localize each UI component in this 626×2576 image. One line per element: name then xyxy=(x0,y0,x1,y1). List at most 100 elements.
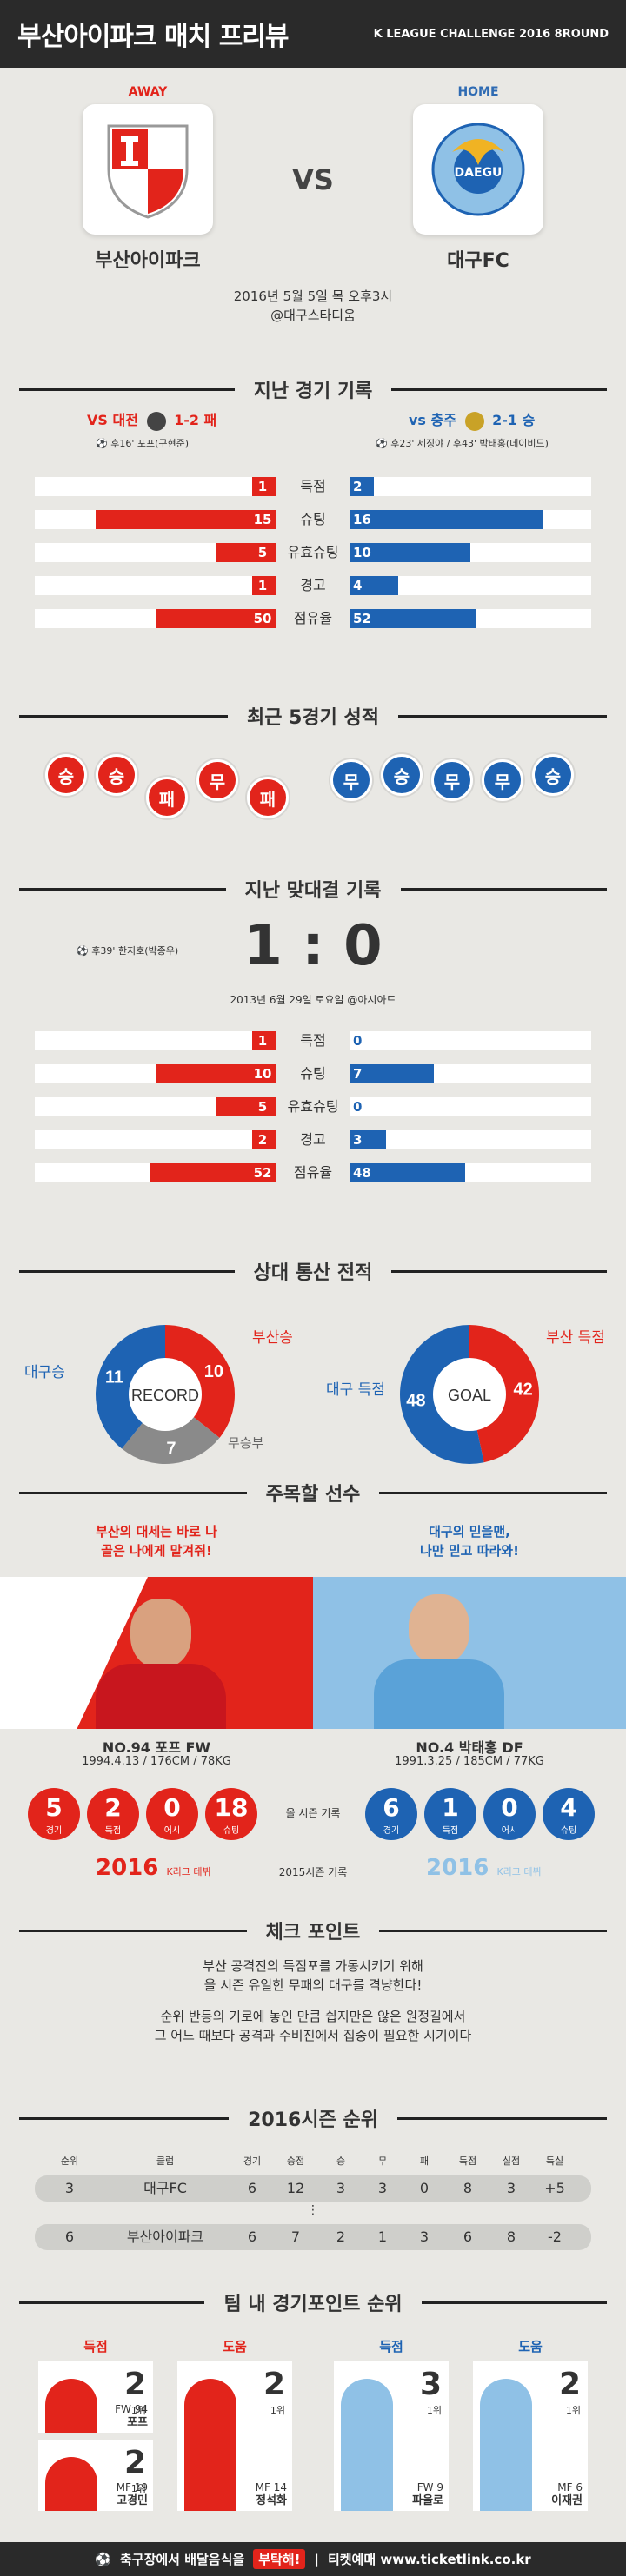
record-daegu-label: 대구승 xyxy=(24,1364,65,1381)
team-points-card: 2 1위 MF 19 고경민 xyxy=(38,2440,153,2511)
stat-left-value: 10 xyxy=(253,1066,272,1082)
stat-label: 경고 xyxy=(300,1131,326,1148)
donut-value: 48 xyxy=(406,1391,425,1410)
standings-row: 3 대구FC 6 12 3 3 0 8 3 +5 xyxy=(35,2175,591,2202)
points-rank: 1위 xyxy=(130,2483,146,2494)
right-last-scorer: ⚽ 후23' 세징야 / 후43' 박태홍(데이비드) xyxy=(376,438,549,449)
stat-right-value: 10 xyxy=(353,545,371,560)
page-title: 부산아이파크 매치 프리뷰 xyxy=(17,22,289,52)
stat-left-value: 5 xyxy=(257,1099,268,1115)
points-number: 2 xyxy=(263,2367,285,2402)
player-stat-circle: 2 득점 xyxy=(87,1788,139,1840)
stat-right-track xyxy=(350,1031,591,1050)
team-points-category: 득점 xyxy=(379,2339,403,2354)
stat-left-value: 5 xyxy=(257,545,268,560)
standings-header: 순위 클럽 경기 승점 승 무 패 득점 실점 득실 xyxy=(0,2153,626,2170)
section-players: 주목할 선수 xyxy=(0,1475,626,1510)
stat-left-track xyxy=(35,576,276,595)
section-overall: 상대 통산 전적 xyxy=(0,1254,626,1288)
points-rank: 1위 xyxy=(426,2405,442,2416)
player-stat-circle: 6 경기 xyxy=(365,1788,417,1840)
points-number: 3 xyxy=(419,2367,442,2402)
footer-separator: | xyxy=(314,2551,319,2567)
right-player-photo xyxy=(313,1577,626,1729)
record-draw-label: 무승부 xyxy=(228,1435,264,1451)
points-number: 2 xyxy=(123,2445,146,2480)
standings-col-header: 실점 xyxy=(502,2155,521,2167)
standings-cell: 1 xyxy=(377,2228,388,2245)
stat-row: 5 유효슈팅 0 xyxy=(0,1095,626,1117)
away-team: AWAY 부산아이파크 xyxy=(61,85,235,273)
record-center-label: RECORD xyxy=(131,1387,199,1404)
player-stat-circle: 5 경기 xyxy=(28,1788,80,1840)
card-position: FW 94 xyxy=(115,2403,148,2415)
right-debut-year: 2016 K리그 데뷔 xyxy=(426,1855,542,1881)
section-check: 체크 포인트 xyxy=(0,1913,626,1948)
match-info: 2016년 5월 5일 목 오후3시 @대구스타디움 xyxy=(0,287,626,325)
season-label: 올 시즌 기록 xyxy=(285,1807,341,1819)
stat-row: 1 경고 4 xyxy=(0,573,626,596)
stat-right-track xyxy=(350,576,591,595)
teams-section: AWAY 부산아이파크 VS HOME DAEGU xyxy=(0,68,626,346)
standings-col-header: 클럽 xyxy=(156,2155,175,2167)
card-player-name: 고경민 xyxy=(117,2494,148,2507)
ball-icon: ⚽ xyxy=(376,438,388,449)
vs-label: VS xyxy=(292,163,334,196)
standings-col-header: 패 xyxy=(419,2155,430,2167)
standings-cell: 8 xyxy=(463,2180,473,2196)
standings-cell: 6 xyxy=(463,2228,473,2245)
left-player-name: NO.94 포프 FW xyxy=(102,1739,211,1756)
stat-right-value: 52 xyxy=(353,611,371,626)
footer-bar: ⚽ 축구장에서 배달음식을 부탁해! | 티켓예매 www.ticketlink… xyxy=(0,2542,626,2576)
stat-right-value: 2 xyxy=(353,479,363,494)
standings-cell: 부산아이파크 xyxy=(126,2228,204,2245)
stat-right-track xyxy=(350,1097,591,1116)
card-position: MF 14 xyxy=(255,2481,287,2493)
stat-right-bar xyxy=(350,1064,435,1083)
standings-col-header: 무 xyxy=(377,2155,388,2167)
card-player-name: 이재권 xyxy=(551,2494,583,2507)
standings-col-header: 승점 xyxy=(286,2155,305,2167)
player-stat-circle: 0 어시 xyxy=(146,1788,198,1840)
svg-text:DAEGU: DAEGU xyxy=(455,166,503,180)
ball-icon: ⚽ xyxy=(96,438,108,449)
result-badge: 무 xyxy=(330,759,372,801)
footer-brand: 부탁해! xyxy=(253,2549,306,2569)
stat-left-value: 50 xyxy=(253,611,272,626)
stat-left-bar xyxy=(216,1097,276,1116)
stat-left-track xyxy=(35,477,276,496)
points-rank: 1위 xyxy=(130,2405,146,2416)
result-badge: 패 xyxy=(247,777,289,818)
stat-row: 50 점유율 52 xyxy=(0,606,626,629)
standings-cell: +5 xyxy=(544,2180,565,2196)
record-donut: 10 7 11 RECORD xyxy=(95,1325,235,1464)
left-debut-year: 2016 K리그 데뷔 xyxy=(96,1855,211,1881)
stat-left-track xyxy=(35,1130,276,1149)
h2h-scorer: ⚽ 후39' 한지호(박종우) xyxy=(77,945,179,957)
stat-right-bar xyxy=(350,609,476,628)
standings-ellipsis: ⋮ xyxy=(307,2203,319,2217)
standings-cell: 3 xyxy=(336,2180,346,2196)
stat-right-bar xyxy=(350,1163,466,1182)
check-text: 부산 공격진의 득점포를 가동시키기 위해 올 시즌 유일한 무패의 대구를 격냥… xyxy=(154,1958,472,2043)
standings-cell: 3 xyxy=(419,2228,430,2245)
stat-row: 10 슈팅 7 xyxy=(0,1062,626,1084)
standings-cell: 6 xyxy=(247,2180,257,2196)
result-badge: 승 xyxy=(532,754,574,796)
standings-cell: 3 xyxy=(64,2180,75,2196)
section-h2h-last: 지난 맞대결 기록 xyxy=(0,871,626,906)
stat-row: 52 점유율 48 xyxy=(0,1161,626,1183)
player-stat-circle: 18 슈팅 xyxy=(205,1788,257,1840)
stat-row: 15 슈팅 16 xyxy=(0,507,626,530)
footer-text1: 축구장에서 배달음식을 xyxy=(119,2552,245,2567)
player-thumb xyxy=(45,2379,97,2433)
footer-ticket-link[interactable]: 티켓예매 www.ticketlink.co.kr xyxy=(327,2552,531,2567)
standings-cell: 3 xyxy=(506,2180,516,2196)
stat-right-value: 0 xyxy=(353,1033,363,1049)
card-player-name: 포프 xyxy=(127,2416,148,2429)
left-last-scorer: ⚽ 후16' 포프(구현준) xyxy=(96,438,190,449)
player-thumb xyxy=(45,2457,97,2511)
daejeon-logo-icon xyxy=(146,411,166,431)
stat-row: 5 유효슈팅 10 xyxy=(0,540,626,563)
